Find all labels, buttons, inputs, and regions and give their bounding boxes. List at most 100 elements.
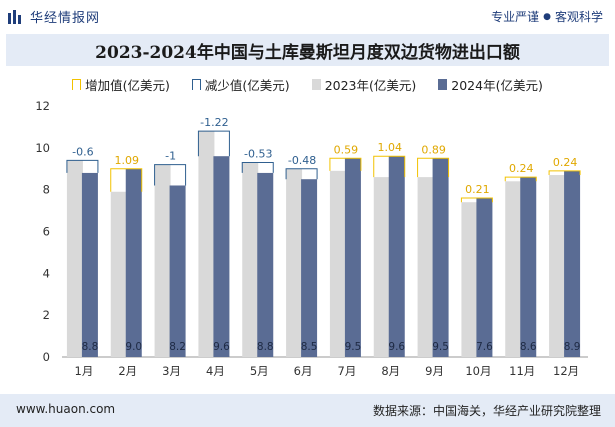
bar-2024 [388,156,405,357]
y-tick-label: 4 [43,266,50,280]
y-tick-label: 10 [35,141,50,155]
value-label-2024: 9.0 [125,341,142,353]
change-label: -1 [165,150,176,163]
value-label-2024: 8.8 [82,341,99,353]
x-tick-label: 4月 [206,364,225,378]
legend-item-decrease: 减少值(亿美元) [191,74,290,94]
x-tick-label: 12月 [553,364,579,378]
increase-bracket [460,197,493,203]
change-label: 0.24 [553,156,578,169]
change-label: -0.6 [72,145,93,158]
bar-2023 [329,170,346,357]
value-label-2024: 9.5 [432,341,449,353]
x-tick-label: 10月 [465,364,491,378]
bar-2024 [169,185,186,357]
value-label-2024: 8.2 [169,341,186,353]
bar-2023 [110,191,127,357]
bar-chart: 0 2 4 6 8 10 12 -0.6 8.8 1月 1.09 9.0 2月 -1 8.2 3月 -1.22 9… [35,99,588,378]
bar-2023 [66,160,83,357]
bullet-dot-icon: ● [543,11,551,22]
bar-2024 [520,177,537,357]
increase-bracket [417,157,450,178]
increase-swatch-icon [72,78,82,90]
value-label-2024: 7.6 [476,341,493,353]
increase-bracket [110,168,143,192]
increase-bracket [504,176,537,182]
brand-name: 华经情报网 [30,11,101,26]
y-tick-label: 6 [43,225,50,239]
decrease-bracket [66,159,99,173]
footer-source: 数据来源：中国海关，华经产业研究院整理 [372,404,601,418]
x-tick-label: 2月 [118,364,137,378]
change-label: 1.09 [115,154,140,167]
legend-item-2023: 2023年(亿美元) [311,74,417,94]
bar-2024 [301,179,318,357]
value-label-2024: 9.5 [345,341,362,353]
bar-2024 [476,198,493,357]
change-label: 0.21 [465,183,490,196]
footer-band: www.huaon.com 数据来源：中国海关，华经产业研究院整理 [0,394,615,427]
bar-2024 [81,172,98,357]
decrease-bracket [241,161,274,173]
chart-title: 2023-2024年中国与土库曼斯坦月度双边货物进出口额 [95,42,520,63]
bar-2023 [549,175,566,357]
y-tick-label: 2 [43,308,50,322]
top-bar: 华经情报网 专业严谨 ● 客观科学 [0,0,615,34]
change-label: -0.48 [288,154,316,167]
bar-2023 [373,177,390,357]
x-tick-label: 8月 [381,364,400,378]
legend-label-2024: 2024年(亿美元) [451,77,543,93]
bar-2023 [505,181,522,357]
increase-bracket [548,170,581,176]
x-tick-label: 3月 [162,364,181,378]
bar-2023 [417,177,434,357]
value-label-2024: 8.8 [257,341,274,353]
value-label-2024: 8.5 [301,341,318,353]
y-tick-label: 8 [43,183,50,197]
change-label: 1.04 [378,141,403,154]
legend-item-2024: 2024年(亿美元) [438,74,543,94]
bar-2024 [564,170,581,357]
x-tick-label: 7月 [338,364,357,378]
x-tick-label: 9月 [425,364,444,378]
x-tick-label: 11月 [509,364,535,378]
change-label: 0.59 [334,143,359,156]
series-2023-swatch-icon [311,78,321,90]
tagline-left: 专业严谨 [491,10,540,24]
change-label: 0.24 [509,162,534,175]
bar-2024 [432,158,449,357]
footer-website: www.huaon.com [16,402,116,416]
decrease-bracket [154,164,187,186]
chart-legend: 增加值(亿美元) 减少值(亿美元) 2023年(亿美元) 2024年(亿美元) [0,74,615,94]
brand: 华经情报网 [8,7,100,26]
bar-2024 [257,172,274,357]
series-2024-swatch-icon [438,78,448,90]
legend-label-2023: 2023年(亿美元) [324,77,417,93]
value-label-2024: 9.6 [213,341,230,353]
change-label: -1.22 [200,116,228,129]
bar-2024 [213,156,230,357]
y-tick-label: 12 [35,99,50,113]
increase-bracket [329,157,362,171]
x-tick-label: 6月 [294,364,313,378]
title-band: 2023-2024年中国与土库曼斯坦月度双边货物进出口额 [6,34,609,66]
decrease-swatch-icon [191,78,201,90]
bar-2023 [198,131,215,357]
legend-label-decrease: 减少值(亿美元) [204,77,290,93]
y-tick-label: 0 [43,350,50,364]
decrease-bracket [285,168,318,180]
value-label-2024: 9.6 [388,341,405,353]
bar-2024 [125,168,142,357]
bar-2024 [344,158,361,357]
tagline-right: 客观科学 [554,10,603,24]
legend-label-increase: 增加值(亿美元) [85,77,170,93]
bar-chart-logo-icon [8,9,21,24]
change-label: 0.89 [421,143,446,156]
bar-2023 [286,168,303,357]
value-label-2024: 8.6 [520,341,537,353]
tagline: 专业严谨 ● 客观科学 [491,8,603,25]
bar-2023 [242,162,259,357]
increase-bracket [373,155,406,178]
value-label-2024: 8.9 [564,341,581,353]
x-tick-label: 1月 [75,364,94,378]
